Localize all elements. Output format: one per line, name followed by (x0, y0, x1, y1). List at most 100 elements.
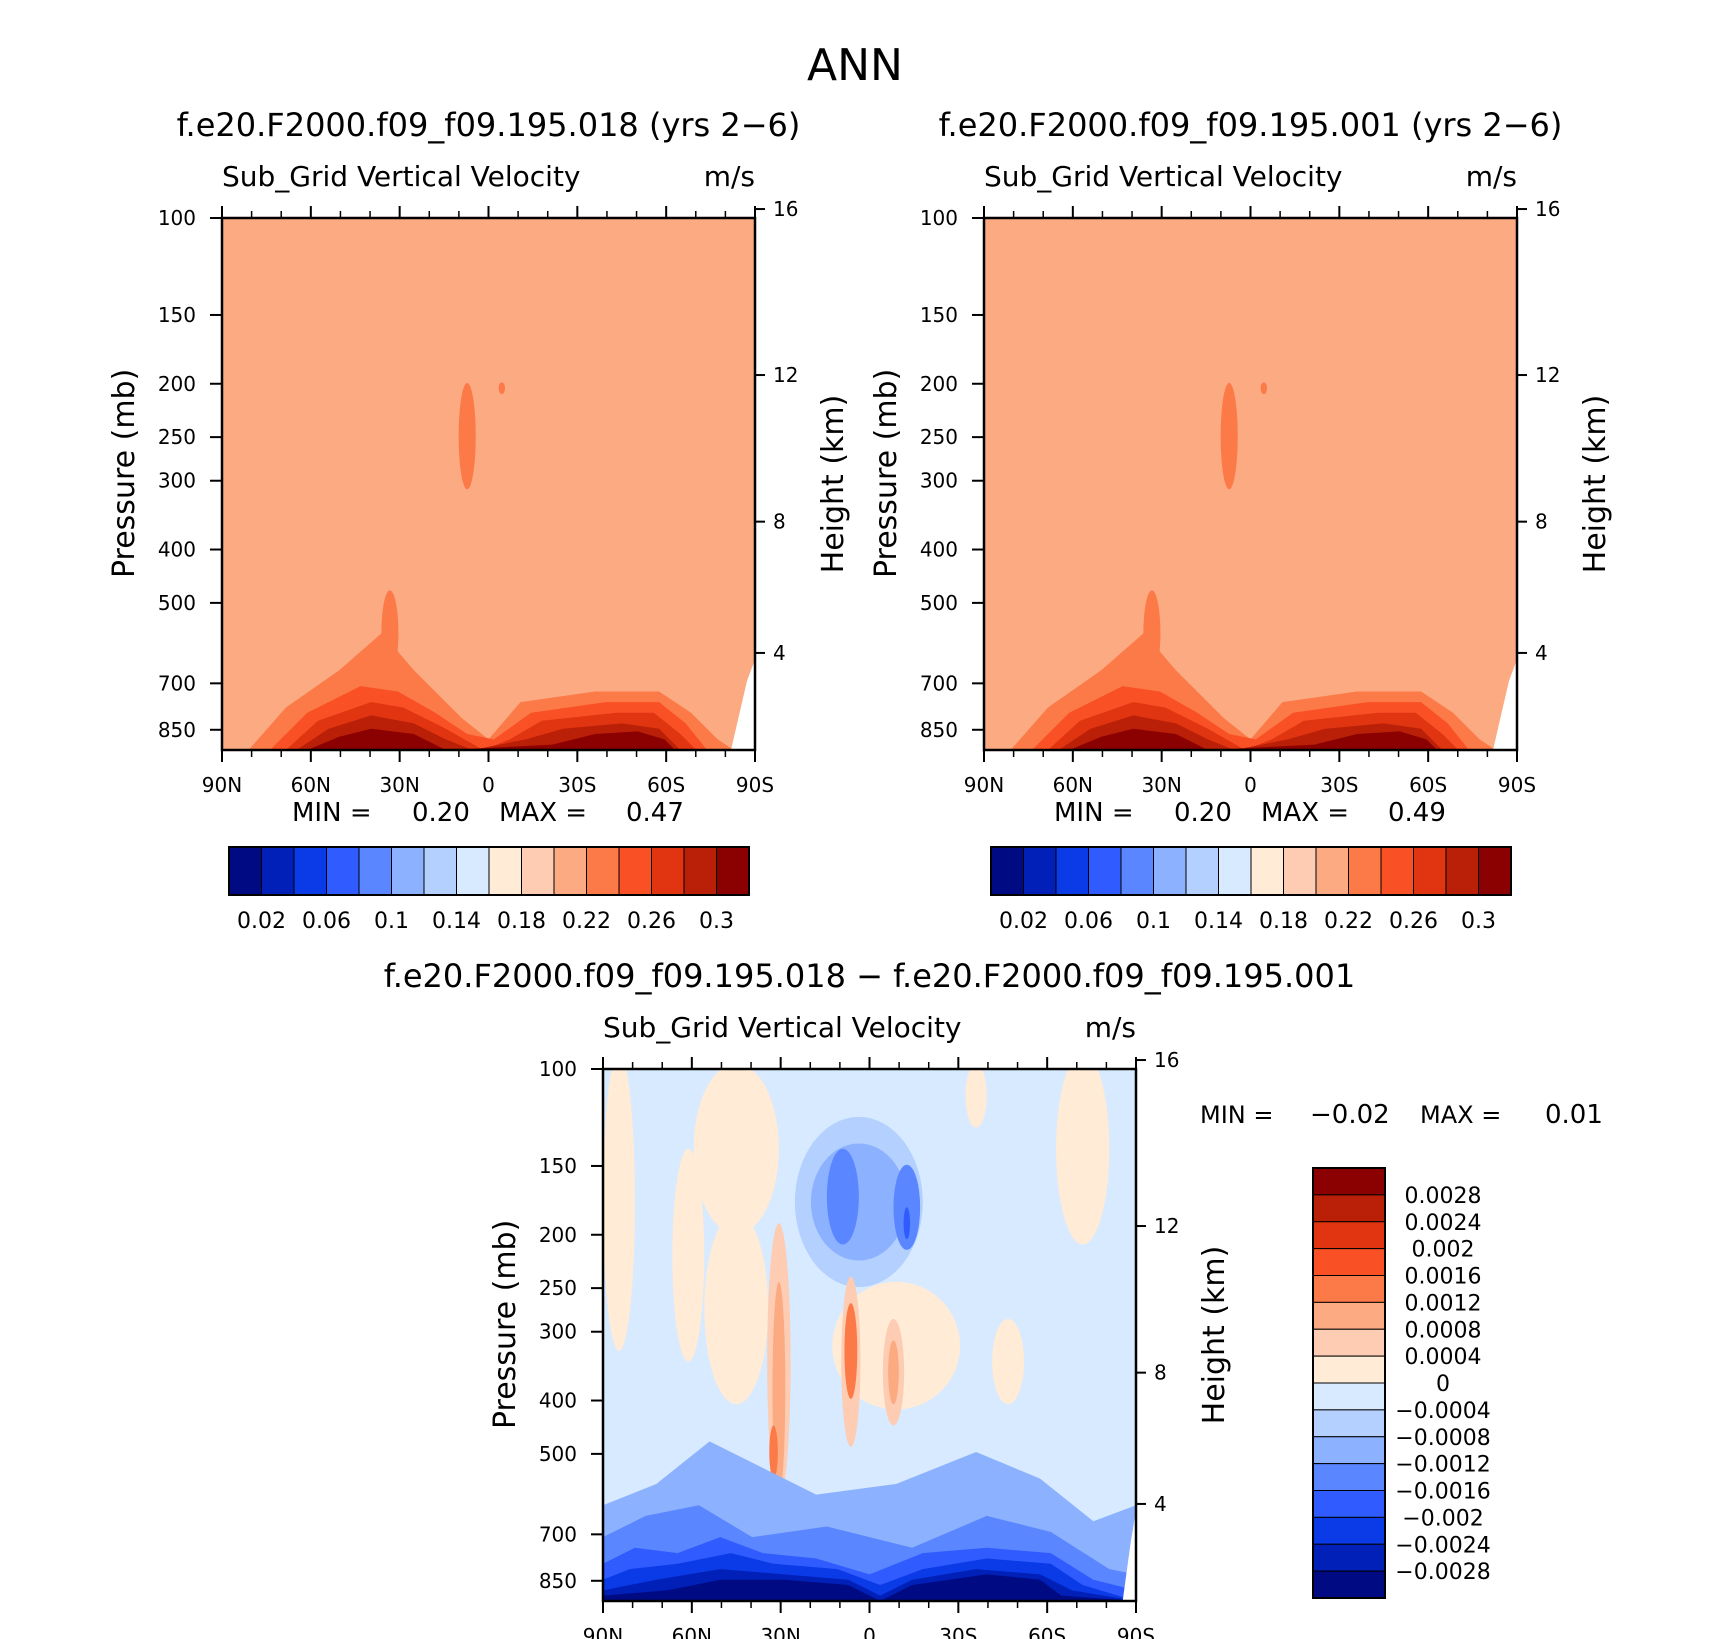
colorbar-frame (1312, 1167, 1386, 1599)
y2-tick-label: 16 (773, 197, 798, 221)
y-tick-label: 500 (158, 591, 196, 615)
colorbar-swatch (423, 846, 457, 896)
colorbar-label: 0.14 (1194, 909, 1243, 934)
y2-tick-label: 12 (1154, 1214, 1179, 1238)
colorbar-label: 0.002 (1412, 1238, 1475, 1263)
colorbar-label: −0.0004 (1395, 1399, 1490, 1424)
x-tick-label: 60N (1053, 773, 1093, 797)
x-tick-label: 60S (1409, 773, 1447, 797)
x-tick-label: 60S (647, 773, 685, 797)
colorbar-swatch (1250, 846, 1284, 896)
field-contour (1056, 1069, 1110, 1245)
field-contour (903, 1207, 911, 1240)
min-label: MIN = (1054, 798, 1134, 828)
colorbar-label: 0 (1436, 1372, 1450, 1397)
colorbar-label: 0.18 (497, 909, 546, 934)
colorbar-swatch (1185, 846, 1219, 896)
panel-1-stats: MIN = 0.20 MAX = 0.47 (292, 798, 684, 828)
field-layer (984, 218, 1517, 750)
colorbar-label: 0.22 (1324, 909, 1373, 934)
field-contour (893, 1164, 921, 1250)
y-tick-label: 150 (539, 1154, 577, 1178)
min-value: 0.20 (1174, 798, 1232, 828)
units-label: m/s (704, 160, 755, 193)
y-tick-label: 300 (539, 1320, 577, 1344)
y-tick-label: 250 (158, 425, 196, 449)
field-contour (693, 1069, 779, 1234)
colorbar-label: 0.3 (1461, 909, 1496, 934)
colorbar-swatch (1312, 1275, 1386, 1303)
colorbar-swatch (391, 846, 425, 896)
colorbar-label: −0.0016 (1395, 1480, 1490, 1505)
y2-axis-title: Height (km) (1197, 1246, 1232, 1425)
colorbar-swatch (1312, 1463, 1386, 1491)
colorbar-swatch (1283, 846, 1317, 896)
colorbar-swatch (1413, 846, 1447, 896)
y-tick-label: 400 (158, 538, 196, 562)
colorbar-label: 0.06 (1064, 909, 1113, 934)
colorbar-label: −0.0028 (1395, 1560, 1490, 1585)
y-tick-label: 100 (539, 1057, 577, 1081)
page-title: ANN (807, 40, 903, 91)
field-layer (603, 1069, 1136, 1601)
field-contour (672, 1148, 705, 1362)
chart-panel-2: f.e20.F2000.f09_f09.195.001 (yrs 2−6) Sub… (869, 106, 1613, 797)
field-contour (1260, 382, 1268, 395)
below-ground-mask (1493, 659, 1517, 750)
x-tick-label: 0 (863, 1624, 876, 1639)
y-tick-label: 500 (539, 1442, 577, 1466)
y-tick-label: 850 (920, 718, 958, 742)
max-value: 0.47 (626, 798, 684, 828)
colorbar-swatch (488, 846, 522, 896)
colorbar-swatch (1312, 1301, 1386, 1330)
field-contour (1220, 382, 1238, 490)
panel-3-stats: MIN = −0.02 MAX = 0.01 (1200, 1100, 1603, 1130)
field-contour (222, 739, 755, 750)
colorbar-label: −0.0024 (1395, 1533, 1490, 1558)
y2-tick-label: 12 (1535, 363, 1560, 387)
min-value: −0.02 (1310, 1100, 1390, 1130)
colorbar-swatch (261, 846, 295, 896)
colorbar-label: 0.3 (699, 909, 734, 934)
y-tick-label: 150 (158, 303, 196, 327)
x-tick-label: 0 (1244, 773, 1257, 797)
colorbar-swatch (293, 846, 327, 896)
field-base (222, 218, 755, 750)
colorbar-swatch (1055, 846, 1089, 896)
y-tick-label: 250 (920, 425, 958, 449)
units-label: m/s (1085, 1011, 1136, 1044)
colorbar-swatch (1312, 1490, 1386, 1518)
colorbar-swatch (358, 846, 392, 896)
colorbar-2: 0.02 0.06 0.1 0.14 0.18 0.22 0.26 0.3 (990, 846, 1512, 934)
x-tick-label: 60N (291, 773, 331, 797)
y2-tick-label: 8 (1154, 1361, 1167, 1385)
y2-axis-title: Height (km) (1578, 395, 1613, 574)
colorbar-swatch (1312, 1516, 1386, 1545)
y2-tick-label: 8 (773, 510, 786, 534)
y-tick-label: 150 (920, 303, 958, 327)
y-tick-label: 850 (158, 718, 196, 742)
min-label: MIN = (1200, 1101, 1273, 1129)
y2-tick-label: 8 (1535, 510, 1548, 534)
colorbar-label: 0.14 (432, 909, 481, 934)
y2-tick-label: 12 (773, 363, 798, 387)
y-tick-label: 400 (539, 1389, 577, 1413)
colorbar-swatch (618, 846, 652, 896)
field-contour (888, 1340, 899, 1405)
colorbar-label: 0.02 (237, 909, 286, 934)
colorbar-swatch (1023, 846, 1057, 896)
field-layer (222, 218, 755, 750)
colorbar-swatch (1315, 846, 1349, 896)
colorbar-label: 0.1 (374, 909, 409, 934)
x-tick-label: 30N (379, 773, 419, 797)
x-tick-label: 60N (672, 1624, 712, 1639)
colorbar-swatch (1478, 846, 1512, 896)
colorbar-label: 0.02 (999, 909, 1048, 934)
y-tick-label: 700 (920, 671, 958, 695)
y2-tick-label: 16 (1535, 197, 1560, 221)
colorbar-swatch (1312, 1570, 1386, 1599)
chart-panel-1: f.e20.F2000.f09_f09.195.018 (yrs 2−6) Sub… (107, 106, 851, 797)
colorbar-frame (990, 846, 1512, 896)
colorbar-swatch (1088, 846, 1122, 896)
colorbar-swatch (1312, 1328, 1386, 1357)
